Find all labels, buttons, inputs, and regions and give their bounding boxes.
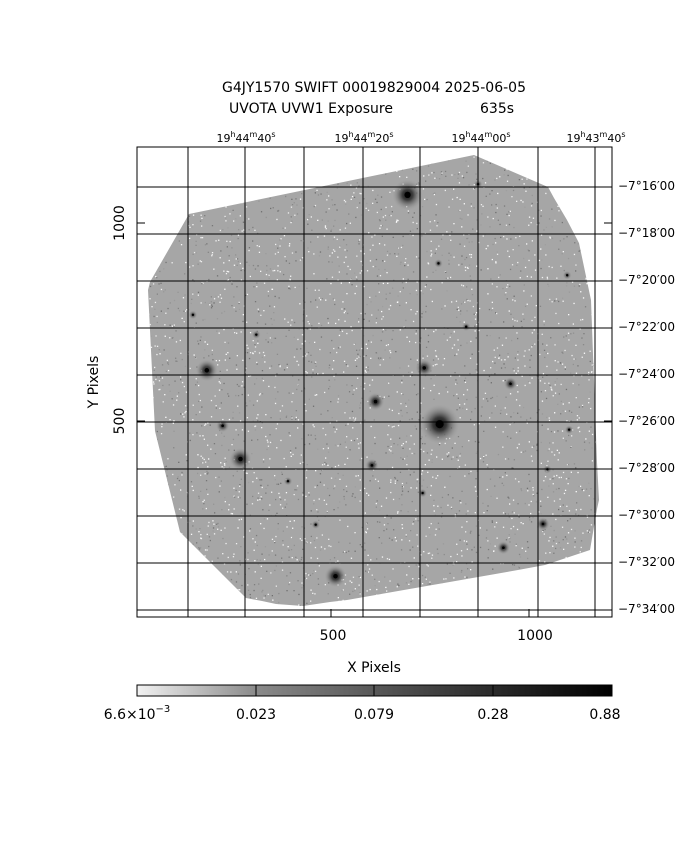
point-source (509, 382, 512, 386)
point-source (421, 491, 424, 495)
point-source (464, 325, 468, 328)
coordinate-grid (137, 147, 612, 617)
dec-tick-label: −7°18′00 (618, 226, 675, 240)
y-axis-label: Y Pixels (86, 356, 102, 410)
dec-tick-label: −7°22′00 (618, 320, 675, 334)
x-tick-500: 500 (320, 628, 347, 644)
colorbar-label-4: 0.88 (589, 707, 620, 723)
point-source (221, 424, 224, 428)
pixel-axis-ticks (137, 222, 612, 617)
point-source (314, 523, 317, 526)
ra-tick-label: 19h​43m​40s​ (566, 130, 625, 145)
colorbar-label-3: 0.28 (477, 707, 508, 723)
plot-frame (136, 146, 613, 618)
title-line-1: G4JY1570 SWIFT 00019829004 2025-06-05 (222, 80, 526, 96)
y-tick-500: 500 (112, 408, 128, 435)
point-source (404, 191, 411, 199)
ra-tick-label: 19h​44m​20s​ (334, 130, 393, 145)
colorbar-label-2: 0.079 (354, 707, 394, 723)
field-noise (148, 155, 599, 606)
point-source (286, 479, 290, 483)
ra-tick-label: 19h​44m​00s​ (451, 130, 510, 145)
point-source (333, 573, 338, 579)
title-line-2-value: 635s (480, 101, 514, 117)
y-tick-1000: 1000 (112, 205, 128, 241)
ra-tick-label: 19h​44m​40s​ (216, 130, 275, 145)
x-tick-1000: 1000 (517, 628, 553, 644)
point-source (238, 456, 243, 462)
point-source (204, 368, 210, 373)
colorbar-label-0: 6.6×10−3 (104, 704, 171, 723)
point-source (422, 366, 427, 370)
dec-tick-label: −7°16′00 (618, 179, 675, 193)
point-source (502, 546, 505, 550)
exposure-image-field (137, 147, 612, 617)
x-axis-label: X Pixels (347, 660, 401, 676)
point-source (435, 420, 444, 429)
dec-tick-label: −7°20′00 (618, 273, 675, 287)
dec-tick-label: −7°30′00 (618, 508, 675, 522)
point-source (373, 399, 378, 404)
colorbar: 6.6×10−3 0.023 0.079 0.28 0.88 (104, 684, 621, 723)
point-source (370, 463, 374, 467)
colorbar-label-1: 0.023 (236, 707, 276, 723)
ra-tick-labels: 19h​44m​40s​ 19h​44m​20s​ 19h​44m​00s​ 19h​… (216, 130, 625, 145)
point-source (567, 428, 571, 431)
dec-tick-label: −7°34′00 (618, 602, 675, 616)
dec-tick-label: −7°32′00 (618, 555, 675, 569)
title-line-2-label: UVOTA UVW1 Exposure (229, 101, 393, 117)
point-source (565, 274, 569, 277)
dec-tick-label: −7°28′00 (618, 461, 675, 475)
point-source (191, 313, 195, 317)
dec-tick-labels: −7°16′00 −7°18′00 −7°20′00 −7°22′00 −7°24′00… (618, 179, 675, 616)
dec-tick-label: −7°24′00 (618, 367, 675, 381)
dec-tick-label: −7°26′00 (618, 414, 675, 428)
point-source (255, 333, 258, 336)
point-source (437, 262, 440, 265)
point-source (541, 522, 545, 526)
